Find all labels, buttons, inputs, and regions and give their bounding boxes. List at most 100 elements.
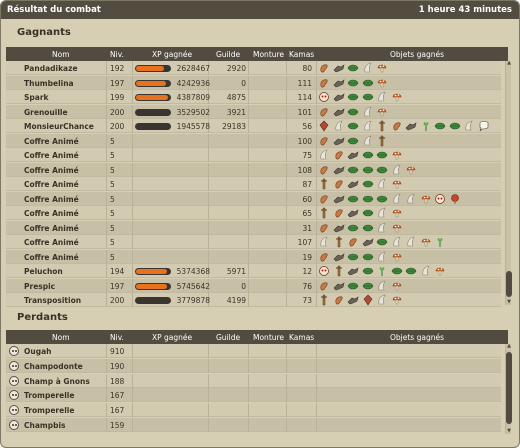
leaf-icon[interactable] bbox=[376, 193, 388, 205]
losers-scroll-thumb[interactable] bbox=[506, 352, 512, 424]
ear-icon[interactable] bbox=[391, 120, 403, 132]
ear-icon[interactable] bbox=[318, 135, 330, 147]
wing-icon[interactable] bbox=[333, 251, 345, 263]
wing-icon[interactable] bbox=[405, 120, 417, 132]
scroll-down-icon[interactable]: ▼ bbox=[507, 428, 511, 434]
ear-icon[interactable] bbox=[318, 251, 330, 263]
leaf-icon[interactable] bbox=[362, 207, 374, 219]
col-name[interactable]: Nom bbox=[52, 50, 70, 59]
mushroom-icon[interactable] bbox=[391, 280, 403, 292]
horn-icon[interactable] bbox=[463, 120, 475, 132]
col-name[interactable]: Nom bbox=[52, 333, 70, 342]
leaf-icon[interactable] bbox=[434, 120, 446, 132]
horn-icon[interactable] bbox=[376, 222, 388, 234]
mushroom-icon[interactable] bbox=[391, 222, 403, 234]
table-row[interactable]: Coffre Animé 5 100 bbox=[6, 133, 501, 148]
horn-icon[interactable] bbox=[318, 149, 330, 161]
table-row[interactable]: Ougah 910 bbox=[6, 344, 501, 358]
losers-scrollbar[interactable]: ▲ ▼ bbox=[505, 343, 512, 434]
leaf-icon[interactable] bbox=[347, 62, 359, 74]
horn-icon[interactable] bbox=[362, 135, 374, 147]
wing-icon[interactable] bbox=[347, 149, 359, 161]
wing-icon[interactable] bbox=[333, 91, 345, 103]
leaf-icon[interactable] bbox=[376, 164, 388, 176]
scroll-down-icon[interactable]: ▼ bbox=[507, 299, 511, 305]
table-row[interactable]: Coffre Animé 5 75 bbox=[6, 148, 501, 162]
wing-icon[interactable] bbox=[333, 77, 345, 89]
wing-icon[interactable] bbox=[333, 164, 345, 176]
table-row[interactable]: Prespic 197 5745642 0 76 bbox=[6, 278, 501, 293]
leaf-icon[interactable] bbox=[362, 164, 374, 176]
table-row[interactable]: Champbis 159 bbox=[6, 418, 501, 432]
stick-icon[interactable] bbox=[333, 265, 345, 277]
table-row[interactable]: Pandadikaze 192 2628467 2920 80 bbox=[6, 61, 501, 75]
sprout-icon[interactable] bbox=[376, 265, 388, 277]
horn-icon[interactable] bbox=[391, 164, 403, 176]
mushroom-icon[interactable] bbox=[376, 62, 388, 74]
stick-icon[interactable] bbox=[318, 207, 330, 219]
ear-icon[interactable] bbox=[318, 164, 330, 176]
gem-icon[interactable] bbox=[362, 294, 374, 306]
wing-icon[interactable] bbox=[333, 280, 345, 292]
leaf-icon[interactable] bbox=[347, 280, 359, 292]
leaf-icon[interactable] bbox=[362, 193, 374, 205]
wing-icon[interactable] bbox=[347, 265, 359, 277]
mushroom-icon[interactable] bbox=[376, 77, 388, 89]
leaf-icon[interactable] bbox=[347, 91, 359, 103]
horn-icon[interactable] bbox=[376, 294, 388, 306]
leaf-icon[interactable] bbox=[362, 178, 374, 190]
wing-icon[interactable] bbox=[333, 135, 345, 147]
leaf-icon[interactable] bbox=[347, 251, 359, 263]
scroll-up-icon[interactable]: ▲ bbox=[507, 343, 511, 349]
mushroom-icon[interactable] bbox=[391, 178, 403, 190]
horn-icon[interactable] bbox=[362, 120, 374, 132]
table-row[interactable]: Champodonte 190 bbox=[6, 358, 501, 373]
leaf-icon[interactable] bbox=[449, 120, 461, 132]
horn-icon[interactable] bbox=[405, 193, 417, 205]
bubble-icon[interactable] bbox=[478, 120, 490, 132]
col-level[interactable]: Niv. bbox=[110, 50, 124, 59]
leaf-icon[interactable] bbox=[391, 265, 403, 277]
leaf-icon[interactable] bbox=[362, 265, 374, 277]
leaf-icon[interactable] bbox=[362, 280, 374, 292]
col-xp[interactable]: XP gagnée bbox=[152, 333, 193, 342]
mushroom-icon[interactable] bbox=[420, 236, 432, 248]
table-row[interactable]: Grenouille 200 3529502 3921 101 bbox=[6, 104, 501, 119]
leaf-icon[interactable] bbox=[347, 77, 359, 89]
horn-icon[interactable] bbox=[405, 236, 417, 248]
ear-icon[interactable] bbox=[347, 236, 359, 248]
mushroom-icon[interactable] bbox=[405, 164, 417, 176]
leaf-icon[interactable] bbox=[376, 149, 388, 161]
stick-icon[interactable] bbox=[376, 120, 388, 132]
gem-icon[interactable] bbox=[318, 120, 330, 132]
mushroom-icon[interactable] bbox=[434, 265, 446, 277]
mushroom-icon[interactable] bbox=[420, 193, 432, 205]
ear-icon[interactable] bbox=[318, 62, 330, 74]
wing-icon[interactable] bbox=[333, 62, 345, 74]
col-guild[interactable]: Guilde bbox=[216, 50, 241, 59]
leaf-icon[interactable] bbox=[347, 193, 359, 205]
horn-icon[interactable] bbox=[376, 251, 388, 263]
ear-icon[interactable] bbox=[318, 222, 330, 234]
mushroom-icon[interactable] bbox=[391, 251, 403, 263]
wing-icon[interactable] bbox=[347, 294, 359, 306]
wing-icon[interactable] bbox=[333, 193, 345, 205]
col-kamas[interactable]: Kamas bbox=[289, 333, 315, 342]
stick-icon[interactable] bbox=[318, 294, 330, 306]
col-mount[interactable]: Monture bbox=[253, 50, 285, 59]
mushroom-icon[interactable] bbox=[391, 294, 403, 306]
wing-icon[interactable] bbox=[362, 236, 374, 248]
sprout-icon[interactable] bbox=[434, 236, 446, 248]
col-kamas[interactable]: Kamas bbox=[289, 50, 315, 59]
table-row[interactable]: Transposition 200 3779878 4199 73 bbox=[6, 293, 501, 307]
leaf-icon[interactable] bbox=[347, 135, 359, 147]
stick-icon[interactable] bbox=[318, 178, 330, 190]
table-row[interactable]: Coffre Animé 5 19 bbox=[6, 249, 501, 264]
ear-icon[interactable] bbox=[318, 106, 330, 118]
flower-icon[interactable] bbox=[449, 193, 461, 205]
stick-icon[interactable] bbox=[376, 135, 388, 147]
leaf-icon[interactable] bbox=[347, 106, 359, 118]
wing-icon[interactable] bbox=[347, 178, 359, 190]
horn-icon[interactable] bbox=[376, 280, 388, 292]
ear-icon[interactable] bbox=[318, 280, 330, 292]
